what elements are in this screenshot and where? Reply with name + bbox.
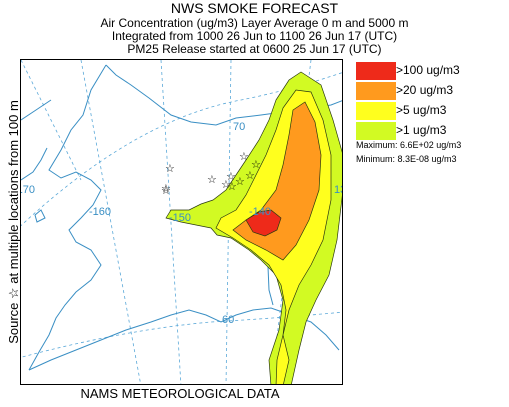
star-icon: ☆	[227, 180, 237, 193]
legend-label: >100 ug/m3	[396, 63, 460, 77]
latitude-line-60	[21, 311, 342, 358]
western-coast	[28, 64, 107, 371]
lon-label-130: 130	[334, 184, 343, 196]
legend-label: >5 ug/m3	[396, 103, 447, 117]
siberia-coast	[21, 99, 52, 121]
data-source-footer: NAMS METEOROLOGICAL DATA	[80, 386, 280, 401]
smoke-plume	[165, 71, 342, 384]
legend-swatch	[356, 82, 396, 100]
star-icon: ☆	[161, 184, 171, 197]
band-gt100	[245, 209, 282, 237]
smoke-map: ☆ ☆ ☆ ☆ ☆ ☆ ☆ ☆ ☆ ☆ ☆ -170 -160 -150 -14…	[20, 59, 343, 385]
legend-swatch	[356, 102, 396, 120]
star-icon: ☆	[165, 162, 175, 175]
legend-swatch	[356, 62, 396, 80]
map-title: NWS SMOKE FORECAST	[170, 0, 339, 16]
release-subtitle: PM25 Release started at 0600 25 Jun 17 (…	[127, 42, 382, 56]
star-icon: ☆	[207, 173, 217, 186]
lon-label-140: -140	[249, 206, 271, 218]
star-icon: ☆	[239, 150, 249, 163]
island	[34, 209, 46, 223]
legend-item-gt20: >20 ug/m3	[354, 81, 502, 101]
lat-label-70: 70	[233, 121, 245, 133]
star-icon: ☆	[161, 182, 171, 195]
latitude-line-70	[21, 72, 342, 227]
minimum-value: Minimum: 8.3E-08 ug/m3	[356, 154, 457, 164]
integration-subtitle: Integrated from 1000 26 Jun to 1100 26 J…	[111, 29, 398, 43]
map-canvas: ☆ ☆ ☆ ☆ ☆ ☆ ☆ ☆ ☆ ☆ ☆ -170 -160 -150 -14…	[21, 60, 343, 384]
star-icon: ☆	[251, 158, 261, 171]
maximum-value: Maximum: 6.6E+02 ug/m3	[356, 140, 462, 150]
legend-label: >20 ug/m3	[396, 83, 454, 97]
legend-item-gt5: >5 ug/m3	[354, 101, 502, 121]
star-icon: ☆	[221, 178, 231, 191]
lon-label-170: -170	[21, 184, 35, 196]
meridian-line-180	[21, 60, 82, 181]
lon-label-150: -150	[169, 212, 191, 224]
star-icon: ☆	[235, 175, 245, 188]
star-icon: ☆	[226, 170, 236, 183]
meridian-line-170	[80, 60, 142, 384]
chukotka-coast	[21, 147, 48, 181]
legend-item-gt1: >1 ug/m3	[354, 121, 502, 141]
legend-swatch	[356, 122, 396, 140]
lon-label-160: -160	[89, 206, 111, 218]
lat-label-60: 60	[222, 314, 234, 326]
legend-item-gt100: >100 ug/m3	[354, 61, 502, 81]
legend-label: >1 ug/m3	[396, 123, 447, 137]
meridian-line-160	[160, 60, 182, 384]
star-icon: ☆	[245, 169, 255, 182]
concentration-subtitle: Air Concentration (ug/m3) Layer Average …	[100, 16, 409, 30]
concentration-legend: >100 ug/m3 >20 ug/m3 >5 ug/m3 >1 ug/m3	[354, 61, 502, 141]
source-markers: ☆ ☆ ☆ ☆ ☆ ☆ ☆ ☆ ☆ ☆ ☆	[161, 150, 261, 197]
